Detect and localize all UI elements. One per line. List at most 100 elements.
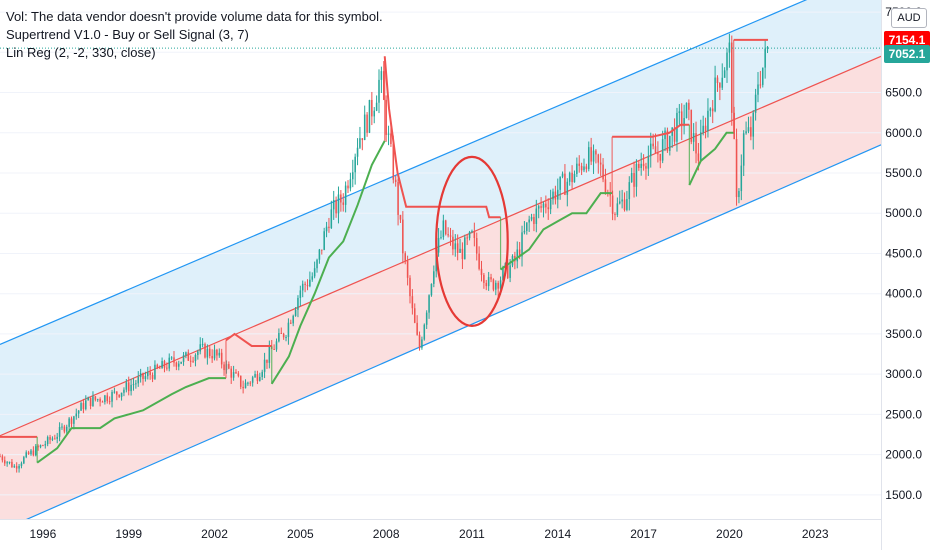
time-tick-label: 2014 xyxy=(544,527,571,541)
candle-body xyxy=(99,399,101,402)
candle-body xyxy=(297,297,299,310)
candle-body xyxy=(49,437,51,440)
candle-body xyxy=(740,165,743,192)
candle-body xyxy=(51,438,54,440)
candle-body xyxy=(304,283,306,285)
candle-body xyxy=(216,349,218,356)
candle-body xyxy=(645,166,647,169)
candle-body xyxy=(506,263,509,278)
candle-body xyxy=(702,125,704,133)
candle-body xyxy=(15,466,18,469)
candle-body xyxy=(54,438,56,440)
candle-body xyxy=(42,445,44,447)
candle-body xyxy=(120,392,123,397)
volume-legend-text[interactable]: Vol: The data vendor doesn't provide vol… xyxy=(6,9,383,24)
price-tick-label: 1500.0 xyxy=(885,488,922,502)
candle-body xyxy=(1,456,4,461)
candle-body xyxy=(709,108,712,111)
candle-body xyxy=(211,356,213,359)
candle-body xyxy=(218,352,221,356)
candle-body xyxy=(454,243,457,250)
candle-body xyxy=(640,163,642,168)
candle-body xyxy=(652,143,654,147)
candle-body xyxy=(6,462,8,464)
candle-body xyxy=(356,147,359,157)
candle-body xyxy=(328,226,330,229)
candle-body xyxy=(185,352,187,356)
candle-body xyxy=(464,237,466,260)
candle-body xyxy=(127,382,130,392)
candle-body xyxy=(545,203,547,208)
candle-body xyxy=(688,102,690,110)
candle-body xyxy=(752,112,755,137)
time-tick-label: 2008 xyxy=(373,527,400,541)
candle-body xyxy=(721,77,724,88)
candle-body xyxy=(561,173,564,177)
candle-body xyxy=(394,179,397,182)
candle-body xyxy=(461,248,464,260)
candle-body xyxy=(471,231,473,233)
candle-body xyxy=(337,194,340,214)
candle-body xyxy=(63,426,66,432)
candle-body xyxy=(449,235,452,237)
candle-body xyxy=(661,139,664,161)
candle-body xyxy=(673,127,676,142)
candle-body xyxy=(738,191,740,198)
candle-body xyxy=(80,403,82,411)
candle-body xyxy=(695,133,697,154)
supertrend-buy-line xyxy=(499,192,613,271)
candle-body xyxy=(533,217,535,224)
candle-body xyxy=(759,84,762,86)
candle-body xyxy=(440,237,442,239)
candle-body xyxy=(349,179,352,189)
candle-body xyxy=(192,360,194,362)
supertrend-legend-text[interactable]: Supertrend V1.0 - Buy or Sell Signal (3,… xyxy=(6,27,249,42)
currency-label[interactable]: AUD xyxy=(891,8,927,28)
time-tick-label: 2020 xyxy=(716,527,743,541)
candle-body xyxy=(664,130,666,140)
price-tick-label: 2000.0 xyxy=(885,448,922,462)
candle-body xyxy=(611,195,614,214)
upper-channel-fill xyxy=(0,0,881,436)
candle-body xyxy=(599,162,602,165)
price-tick-label: 6000.0 xyxy=(885,126,922,140)
candle-body xyxy=(282,333,285,338)
candle-body xyxy=(418,334,421,348)
candle-body xyxy=(309,279,311,287)
candle-body xyxy=(683,118,685,127)
candle-body xyxy=(754,94,757,113)
candle-body xyxy=(56,436,58,439)
candle-body xyxy=(437,237,440,253)
candle-body xyxy=(499,280,502,289)
candle-body xyxy=(483,274,485,283)
candle-body xyxy=(187,352,190,361)
candle-body xyxy=(535,208,538,224)
time-tick-label: 2023 xyxy=(802,527,829,541)
supertrend-buy-line xyxy=(36,377,226,464)
candle-body xyxy=(77,410,80,414)
candle-body xyxy=(568,172,571,182)
candle-body xyxy=(528,219,530,223)
candle-body xyxy=(628,182,631,200)
time-tick-label: 1996 xyxy=(30,527,57,541)
candle-body xyxy=(182,355,185,362)
linreg-legend-text[interactable]: Lin Reg (2, -2, 330, close) xyxy=(6,45,156,60)
candle-body xyxy=(385,99,387,135)
candle-body xyxy=(316,259,318,269)
candle-body xyxy=(452,236,454,250)
candle-body xyxy=(180,361,182,364)
price-tick-label: 3500.0 xyxy=(885,327,922,341)
candle-body xyxy=(578,163,581,166)
candle-body xyxy=(723,70,726,78)
candle-body xyxy=(604,179,607,193)
candle-body xyxy=(459,248,461,253)
candle-body xyxy=(273,348,275,350)
candle-body xyxy=(633,172,635,187)
candle-body xyxy=(404,253,406,261)
candle-body xyxy=(249,382,252,384)
candle-body xyxy=(433,271,435,284)
candle-body xyxy=(170,357,173,359)
candle-body xyxy=(659,153,662,161)
candle-body xyxy=(142,373,144,379)
